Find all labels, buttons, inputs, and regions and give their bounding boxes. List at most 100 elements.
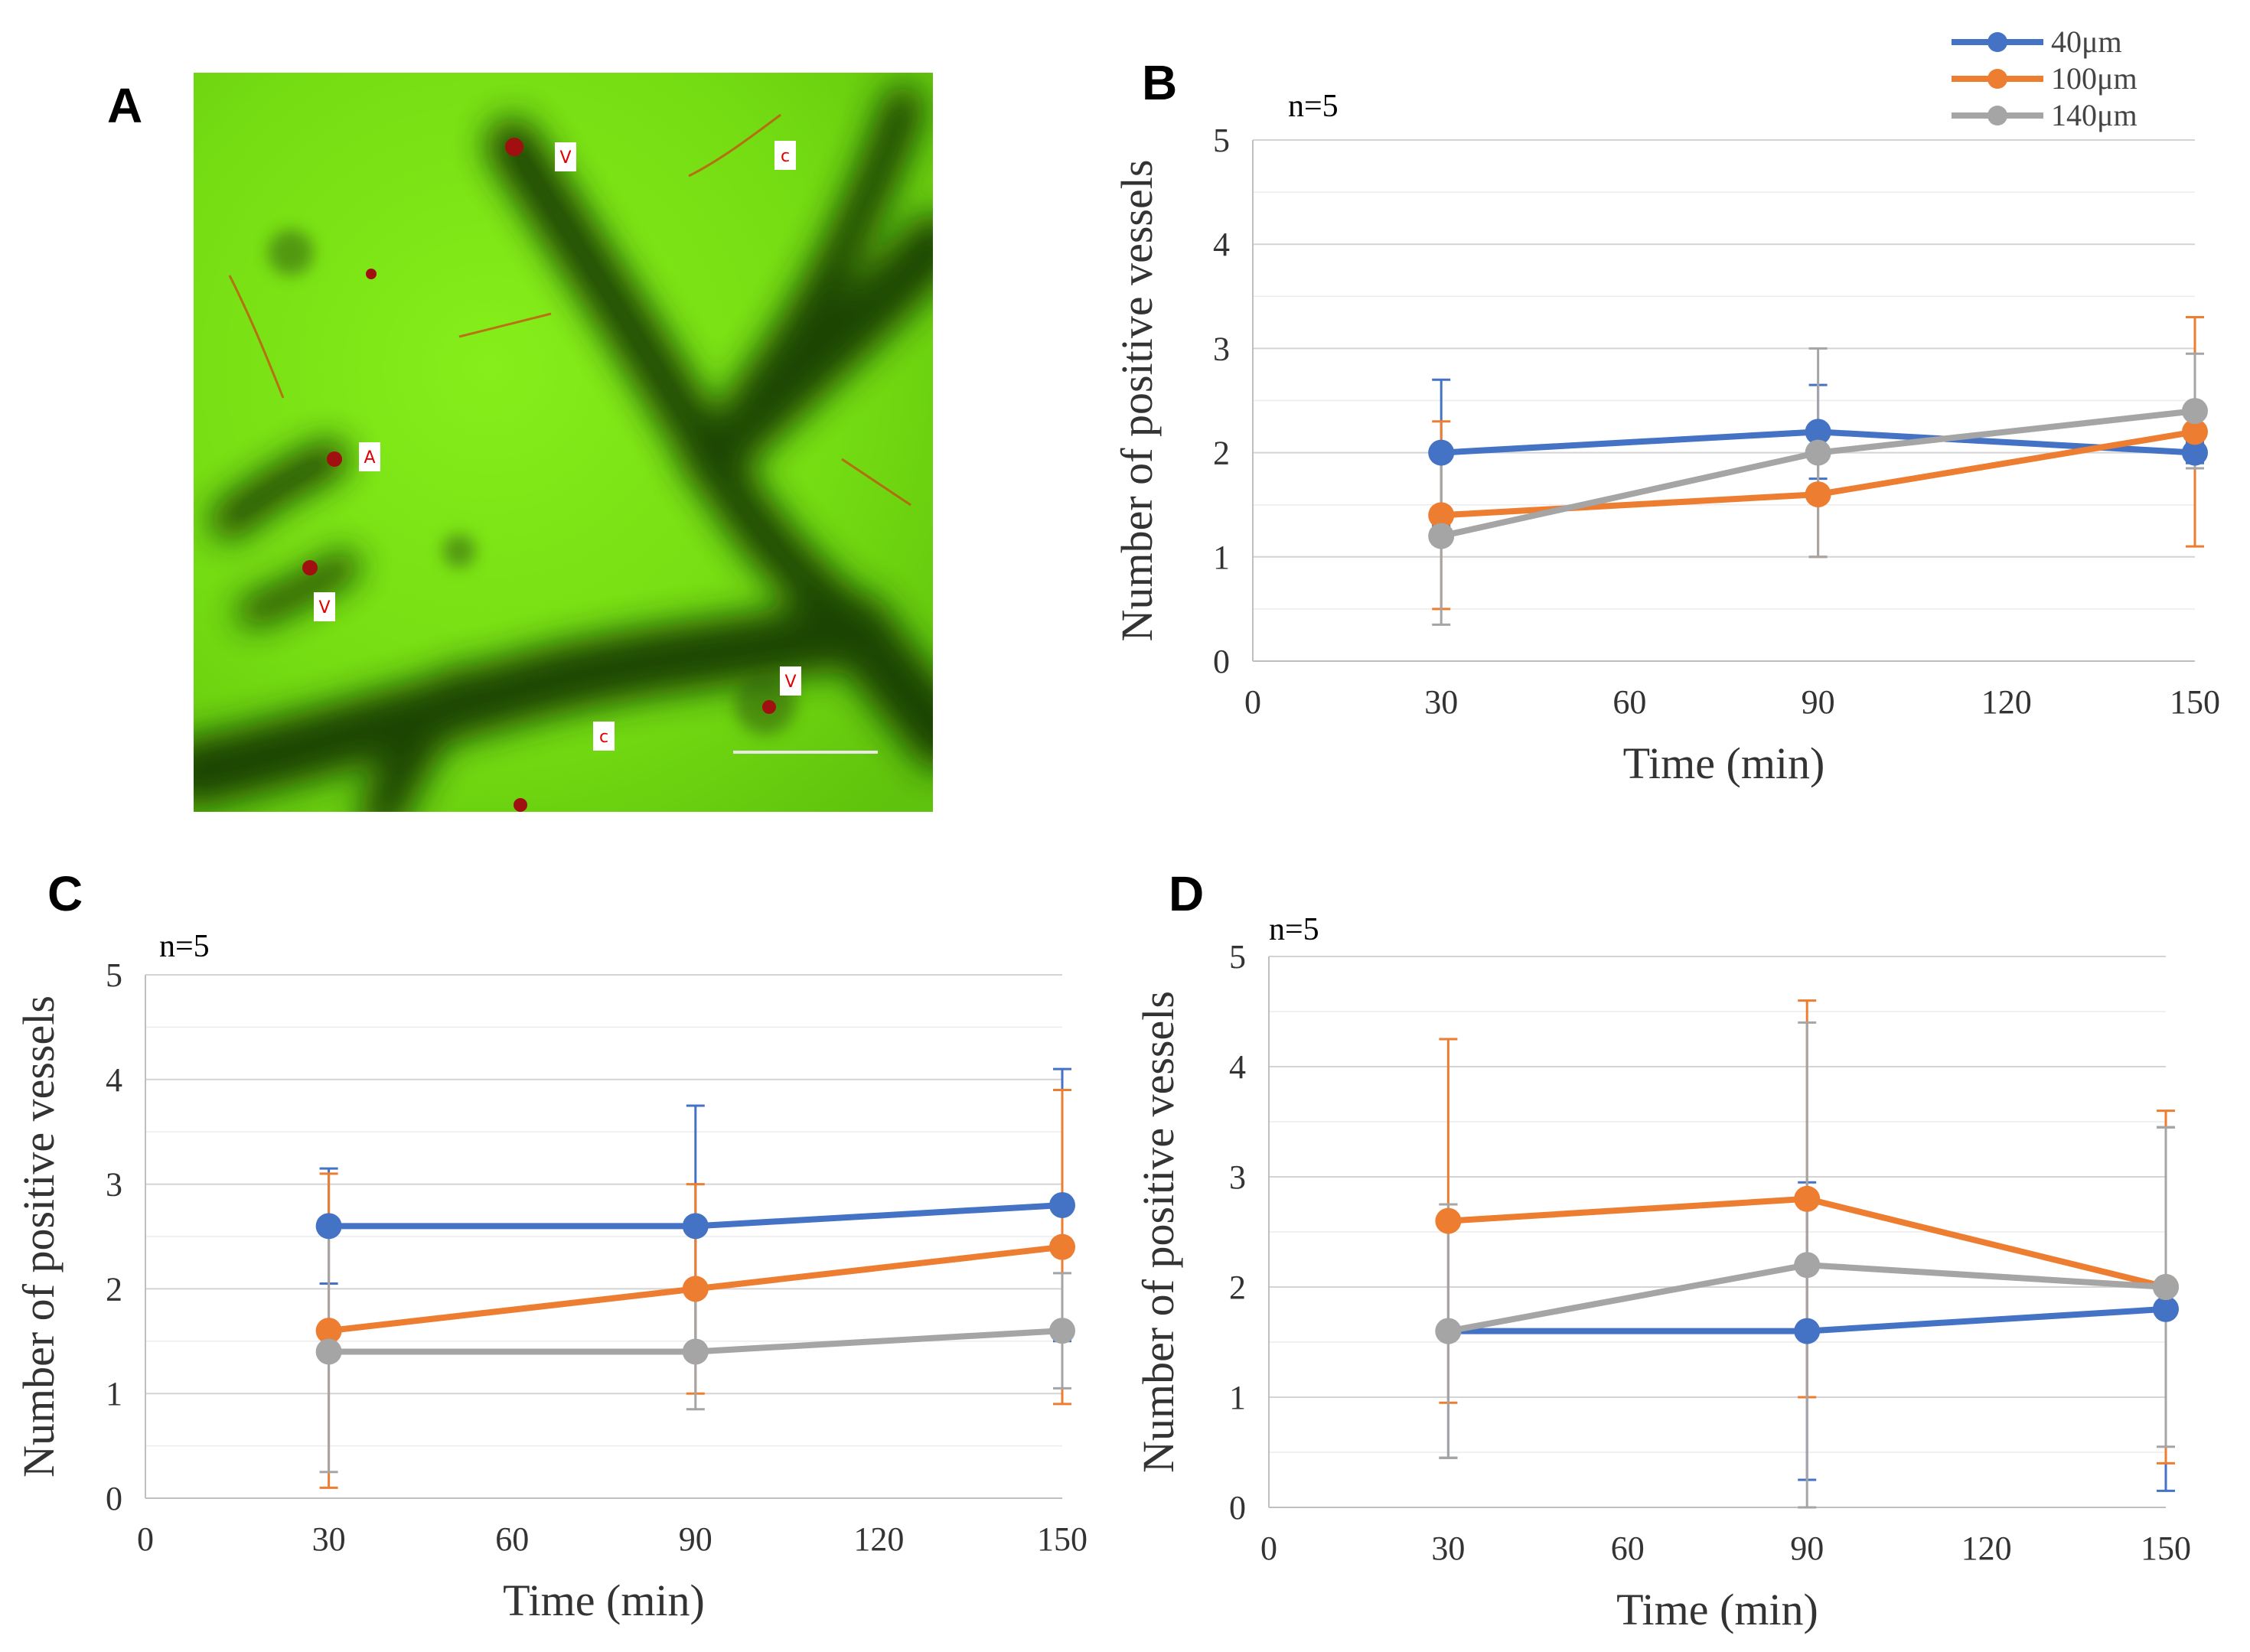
- y-tick-label: 0: [1229, 1489, 1246, 1527]
- x-tick-label: 120: [1961, 1530, 2012, 1567]
- panel-b-chart: B 0 1 2 3 4 5 0 30 60 90 120 150 Time (min) Number of …: [1112, 55, 2220, 788]
- micro-label-box: [555, 142, 576, 171]
- micro-label-box: [780, 666, 801, 696]
- micro-label: c: [599, 728, 608, 747]
- x-tick-label: 90: [679, 1520, 712, 1558]
- data-point: [2182, 419, 2208, 445]
- x-tick-label: 150: [2170, 683, 2220, 721]
- micro-label-box: [593, 722, 615, 751]
- x-axis-title: Time (min): [1623, 738, 1825, 788]
- y-tick-label: 2: [106, 1270, 122, 1308]
- data-point: [682, 1276, 709, 1302]
- x-tick-label: 120: [1981, 683, 2032, 721]
- panel-letter: B: [1142, 55, 1177, 110]
- x-tick-label: 0: [137, 1520, 154, 1558]
- y-tick-label: 3: [1229, 1158, 1246, 1196]
- x-tick-label: 30: [1431, 1530, 1465, 1567]
- legend-label: 100μm: [2051, 61, 2138, 96]
- x-tick-label: 150: [2141, 1530, 2191, 1567]
- y-tick-label: 3: [106, 1166, 122, 1204]
- y-axis-title: Number of positive vessels: [14, 995, 64, 1478]
- sample-size-label: n=5: [159, 929, 210, 964]
- data-point: [682, 1338, 709, 1365]
- y-tick-label: 5: [1213, 122, 1230, 159]
- y-tick-label: 1: [1229, 1379, 1246, 1416]
- panel-letter: C: [47, 866, 83, 921]
- micro-label: c: [781, 147, 790, 166]
- data-point: [315, 1318, 342, 1344]
- micro-label: A: [364, 448, 375, 468]
- panel-letter-a: A: [107, 78, 142, 133]
- legend-marker: [1988, 106, 2007, 125]
- data-point: [1049, 1191, 1075, 1218]
- panel-letter: D: [1169, 866, 1204, 921]
- y-axis-title: Number of positive vessels: [1133, 991, 1183, 1473]
- y-axis-title: Number of positive vessels: [1112, 160, 1162, 642]
- data-point: [682, 1213, 709, 1240]
- y-tick-label: 4: [106, 1061, 122, 1099]
- data-point: [1049, 1233, 1075, 1260]
- micro-label: V: [559, 148, 571, 168]
- legend-label: 40μm: [2051, 24, 2122, 59]
- data-point: [1428, 439, 1455, 466]
- data-point: [1428, 502, 1455, 529]
- panel-a: A: [107, 73, 933, 812]
- y-tick-label: 4: [1229, 1048, 1246, 1086]
- data-point: [2153, 1295, 2179, 1322]
- x-tick-label: 60: [495, 1520, 529, 1558]
- x-tick-label: 150: [1037, 1520, 1088, 1558]
- data-point: [2182, 398, 2208, 425]
- data-point: [1435, 1207, 1462, 1234]
- micro-label: V: [318, 598, 330, 617]
- y-tick-label: 0: [106, 1480, 122, 1517]
- data-point: [315, 1338, 342, 1365]
- data-point: [1794, 1252, 1821, 1279]
- x-tick-label: 90: [1790, 1530, 1824, 1567]
- x-axis-title: Time (min): [503, 1575, 705, 1625]
- data-point: [1794, 1185, 1821, 1212]
- x-tick-label: 0: [1260, 1530, 1277, 1567]
- legend-marker: [1988, 32, 2007, 52]
- data-point: [1805, 439, 1831, 466]
- x-tick-label: 60: [1611, 1530, 1645, 1567]
- micrograph: [194, 73, 933, 812]
- data-point: [1435, 1318, 1462, 1344]
- x-tick-label: 60: [1612, 683, 1646, 721]
- x-tick-label: 30: [312, 1520, 346, 1558]
- data-point: [2182, 439, 2208, 466]
- data-point: [1805, 481, 1831, 508]
- data-point: [1805, 419, 1831, 445]
- panel-d-chart: D 0 1 2 3 4 5 0 30 60 90 120 150 Time (min) Number of …: [1133, 866, 2191, 1634]
- sample-size-label: n=5: [1288, 89, 1339, 124]
- data-point: [1049, 1318, 1075, 1344]
- y-tick-label: 3: [1213, 330, 1230, 367]
- y-tick-label: 2: [1213, 435, 1230, 472]
- legend-label: 140μm: [2051, 98, 2138, 132]
- y-tick-label: 4: [1213, 226, 1230, 263]
- data-point: [1428, 523, 1455, 549]
- x-tick-label: 120: [853, 1520, 904, 1558]
- x-axis-title: Time (min): [1616, 1585, 1818, 1634]
- micro-label: V: [784, 673, 796, 692]
- y-tick-label: 5: [106, 956, 122, 994]
- x-tick-label: 90: [1802, 683, 1835, 721]
- x-tick-label: 30: [1424, 683, 1458, 721]
- y-tick-label: 5: [1229, 938, 1246, 976]
- y-tick-label: 1: [106, 1375, 122, 1413]
- data-point: [2153, 1274, 2179, 1300]
- micro-label-box: [774, 141, 796, 170]
- micro-label-box: [359, 442, 380, 471]
- data-point: [315, 1213, 342, 1240]
- x-tick-label: 0: [1244, 683, 1261, 721]
- micro-label-box: [314, 592, 335, 621]
- data-point: [1794, 1318, 1821, 1344]
- y-tick-label: 2: [1229, 1269, 1246, 1306]
- y-tick-label: 1: [1213, 539, 1230, 576]
- sample-size-label: n=5: [1269, 912, 1319, 947]
- y-tick-label: 0: [1213, 643, 1230, 680]
- panel-c-chart: C 0 1 2 3 4 5 0 30 60 90 120 150 Time (min) Number of …: [14, 866, 1088, 1625]
- legend-marker: [1988, 69, 2007, 89]
